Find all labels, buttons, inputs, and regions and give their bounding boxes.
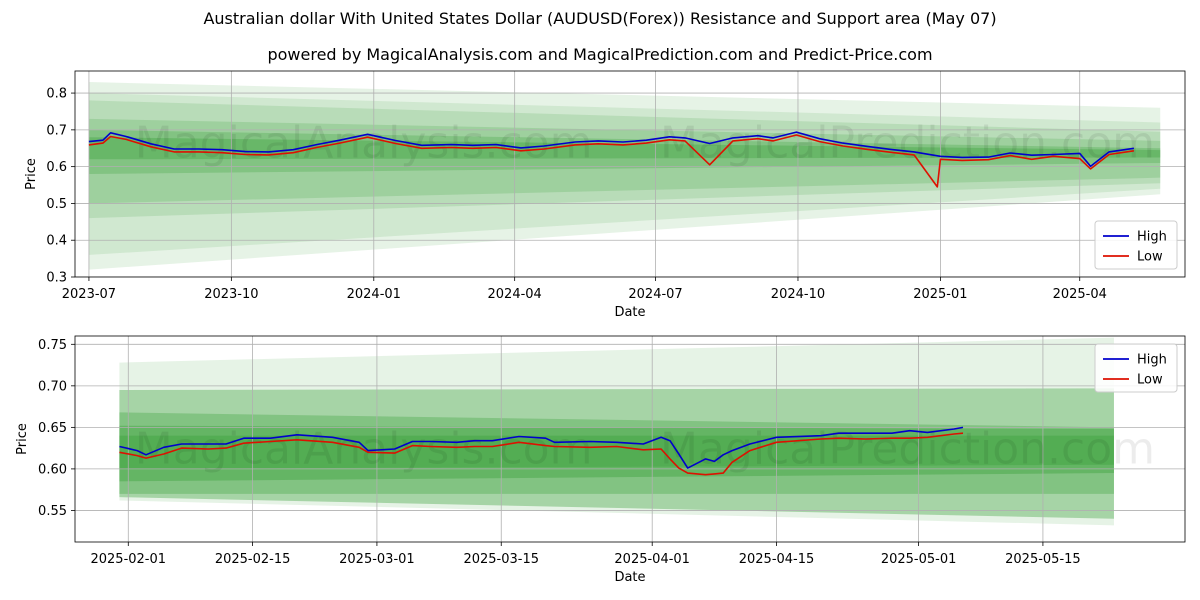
series-high-line bbox=[88, 131, 1135, 168]
y-tick-label: 0.4 bbox=[46, 234, 67, 249]
plot-area: MagicalAnalysis.com MagicalPrediction.com bbox=[75, 71, 1185, 277]
x-tick-label: 2024-04 bbox=[488, 287, 542, 302]
y-tick-label: 0.65 bbox=[38, 421, 67, 436]
y-tick-label: 0.75 bbox=[38, 338, 67, 353]
x-tick-label: 2025-04-15 bbox=[739, 552, 815, 567]
chart-title: Australian dollar With United States Dol… bbox=[203, 9, 997, 28]
watermark-prediction: MagicalPrediction.com bbox=[660, 118, 1155, 169]
band-1 bbox=[119, 337, 1114, 526]
x-axis-label: Date bbox=[614, 305, 645, 320]
band-1 bbox=[88, 82, 1161, 270]
band-5 bbox=[88, 129, 1161, 174]
x-tick-label: 2024-10 bbox=[771, 287, 825, 302]
panel-2: MagicalAnalysis.com MagicalPrediction.com… bbox=[15, 335, 1186, 585]
x-tick-label: 2025-04 bbox=[1053, 287, 1107, 302]
legend-box bbox=[1094, 220, 1178, 270]
y-axis-label: Price bbox=[24, 158, 39, 190]
x-tick-label: 2024-07 bbox=[628, 287, 682, 302]
y-tick-label: 0.7 bbox=[46, 123, 67, 138]
band-5 bbox=[119, 435, 1114, 469]
x-axis-label: Date bbox=[614, 570, 645, 585]
x-tick-label: 2025-03-01 bbox=[339, 552, 415, 567]
y-tick-label: 0.60 bbox=[38, 462, 67, 477]
band-2 bbox=[119, 388, 1114, 519]
legend-box bbox=[1094, 343, 1178, 393]
watermark-prediction: MagicalPrediction.com bbox=[660, 424, 1155, 475]
chart-subtitle: powered by MagicalAnalysis.com and Magic… bbox=[267, 45, 933, 64]
legend-label-high: High bbox=[1137, 353, 1167, 368]
watermark-analysis: MagicalAnalysis.com bbox=[135, 118, 593, 169]
series-low-line bbox=[88, 134, 1135, 188]
x-tick-label: 2023-10 bbox=[204, 287, 258, 302]
y-tick-label: 0.5 bbox=[46, 197, 67, 212]
x-tick-label: 2025-01 bbox=[913, 287, 967, 302]
x-tick-label: 2025-05-15 bbox=[1005, 552, 1081, 567]
x-tick-label: 2025-03-15 bbox=[463, 552, 539, 567]
band-6 bbox=[88, 137, 1161, 160]
x-tick-label: 2023-07 bbox=[62, 287, 116, 302]
legend-label-low: Low bbox=[1137, 250, 1163, 265]
legend-label-low: Low bbox=[1137, 373, 1163, 388]
legend-label-high: High bbox=[1137, 230, 1167, 245]
y-tick-label: 0.6 bbox=[46, 160, 67, 175]
y-tick-label: 0.8 bbox=[46, 87, 67, 102]
y-tick-label: 0.55 bbox=[38, 504, 67, 519]
y-axis-label: Price bbox=[15, 423, 30, 455]
y-tick-label: 0.3 bbox=[46, 271, 67, 286]
x-tick-label: 2025-05-01 bbox=[881, 552, 957, 567]
band-2 bbox=[88, 93, 1161, 255]
plot-frame bbox=[74, 335, 1186, 543]
plot-frame bbox=[74, 70, 1186, 278]
plot-area: MagicalAnalysis.com MagicalPrediction.com bbox=[75, 336, 1185, 542]
x-tick-label: 2025-04-01 bbox=[614, 552, 690, 567]
panel-1: MagicalAnalysis.com MagicalPrediction.com… bbox=[24, 70, 1186, 320]
series-low-line bbox=[119, 432, 964, 476]
x-tick-label: 2024-01 bbox=[347, 287, 401, 302]
x-tick-label: 2025-02-15 bbox=[215, 552, 291, 567]
x-tick-label: 2025-02-01 bbox=[90, 552, 166, 567]
series-high-line bbox=[119, 426, 964, 469]
y-tick-label: 0.70 bbox=[38, 379, 67, 394]
